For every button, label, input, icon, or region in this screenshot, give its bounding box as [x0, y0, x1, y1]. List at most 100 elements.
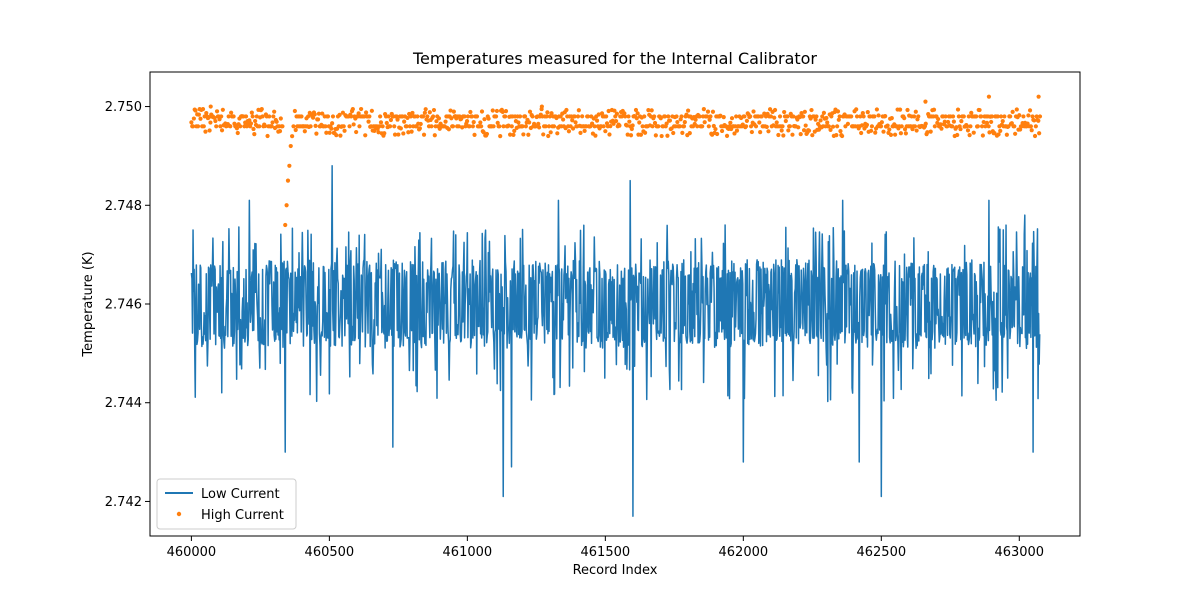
scatter-point: [204, 110, 209, 116]
scatter-point: [693, 117, 698, 122]
scatter-point: [219, 128, 225, 133]
x-tick-label: 460000: [167, 545, 217, 560]
scatter-point: [310, 115, 316, 120]
scatter-point: [324, 130, 329, 135]
scatter-point: [493, 114, 499, 119]
scatter-point: [592, 124, 597, 129]
scatter-point: [958, 126, 963, 132]
scatter-point: [874, 107, 879, 112]
scatter-point: [989, 119, 994, 125]
scatter-point: [337, 112, 342, 117]
scatter-point: [950, 124, 955, 129]
scatter-point: [249, 110, 254, 115]
scatter-point: [923, 99, 928, 104]
scatter-point: [396, 132, 401, 137]
scatter-point: [561, 117, 566, 122]
scatter-point: [479, 124, 484, 129]
scatter-point: [443, 119, 448, 124]
scatter-point: [705, 109, 711, 114]
scatter-point: [1018, 127, 1023, 132]
scatter-point: [405, 115, 410, 121]
scatter-point: [380, 124, 385, 129]
scatter-point: [369, 108, 374, 113]
scatter-point: [974, 114, 979, 119]
scatter-point: [781, 133, 786, 138]
scatter-point: [392, 124, 397, 129]
scatter-point: [803, 123, 808, 128]
scatter-point: [269, 124, 274, 129]
scatter-point: [543, 124, 548, 129]
scatter-point: [845, 121, 851, 126]
scatter-point: [898, 131, 904, 136]
scatter-point: [656, 124, 661, 129]
scatter-point: [1027, 108, 1033, 113]
scatter-point: [734, 128, 740, 133]
scatter-point: [950, 114, 956, 119]
scatter-point: [834, 133, 839, 138]
scatter-point: [208, 120, 213, 125]
scatter-point: [749, 129, 754, 135]
scatter-point: [796, 125, 801, 130]
scatter-point: [1032, 118, 1037, 123]
scatter-point: [267, 114, 272, 119]
scatter-point: [925, 130, 930, 135]
scatter-point: [987, 130, 992, 135]
scatter-point: [431, 114, 436, 119]
scatter-point: [229, 110, 234, 115]
scatter-point: [801, 128, 807, 133]
scatter-point: [878, 124, 884, 129]
scatter-point: [640, 124, 645, 129]
scatter-point: [836, 117, 841, 122]
scatter-point: [604, 114, 609, 119]
scatter-point: [486, 116, 491, 121]
scatter-point: [313, 123, 318, 128]
scatter-point: [193, 108, 198, 113]
scatter-point: [671, 130, 676, 136]
scatter-point: [448, 108, 453, 113]
scatter-point: [274, 119, 279, 124]
scatter-point: [700, 124, 705, 129]
scatter-point: [1010, 109, 1015, 114]
scatter-point: [876, 113, 881, 118]
scatter-point: [859, 123, 865, 128]
scatter-point: [759, 114, 764, 119]
scatter-point: [203, 129, 208, 134]
scatter-point: [576, 108, 581, 113]
scatter-point: [938, 122, 943, 127]
scatter-point: [382, 131, 387, 136]
scatter-point: [849, 114, 854, 119]
scatter-point: [614, 118, 619, 124]
x-tick-label: 460500: [305, 545, 355, 560]
scatter-point: [1037, 114, 1043, 119]
scatter-point: [418, 121, 423, 127]
scatter-point: [325, 114, 331, 119]
scatter-point: [928, 129, 933, 134]
scatter-point: [942, 119, 947, 124]
scatter-point: [500, 109, 505, 115]
scatter-point: [572, 114, 577, 119]
scatter-point: [710, 109, 716, 114]
scatter-point: [718, 113, 723, 118]
scatter-point: [905, 107, 910, 113]
scatter-point: [491, 124, 496, 129]
scatter-point: [408, 114, 413, 119]
scatter-point: [965, 124, 970, 129]
scatter-point: [293, 127, 298, 133]
y-tick-label: 2.748: [105, 199, 142, 214]
scatter-point: [291, 124, 296, 129]
scatter-point: [406, 130, 411, 135]
scatter-point: [959, 118, 964, 124]
scatter-point: [283, 222, 288, 228]
scatter-point: [995, 114, 1000, 119]
scatter-point: [386, 114, 391, 119]
scatter-point: [701, 106, 706, 112]
scatter-point: [495, 120, 500, 125]
scatter-point: [729, 116, 735, 121]
scatter-point: [642, 114, 647, 119]
scatter-point: [545, 110, 550, 115]
scatter-point: [384, 120, 389, 126]
scatter-point: [201, 124, 206, 129]
scatter-point: [835, 109, 841, 114]
scatter-point: [772, 115, 777, 120]
scatter-point: [226, 114, 231, 119]
